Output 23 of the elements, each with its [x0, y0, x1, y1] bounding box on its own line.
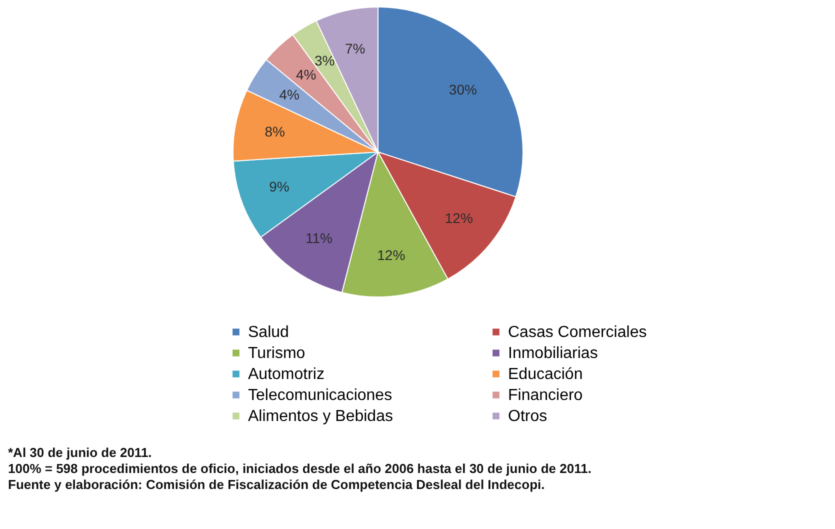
- legend-label: Salud: [248, 324, 289, 341]
- legend-label: Casas Comerciales: [508, 324, 647, 341]
- legend-label: Otros: [508, 408, 548, 425]
- source-note: Fuente y elaboración: Comisión de Fiscalización de Competencia Desleal del Indecopi.: [8, 477, 546, 493]
- data-label: 3%: [314, 52, 335, 69]
- legend-label: Educación: [508, 366, 583, 383]
- legend-label: Automotriz: [248, 366, 324, 383]
- legend-label: Financiero: [508, 387, 583, 404]
- legend-label: Telecomunicaciones: [248, 387, 392, 404]
- legend-label: Inmobiliarias: [508, 345, 598, 362]
- text: 100% = 598 procedimientos de oficio, iniciados desde el año 2006 hasta el 30 de junio de 2011.: [8, 461, 592, 477]
- data-label: 9%: [269, 178, 290, 195]
- legend-label: Alimentos y Bebidas: [248, 408, 393, 425]
- data-label: 11%: [305, 230, 332, 246]
- data-label: 12%: [444, 210, 473, 226]
- data-label: 8%: [264, 123, 285, 140]
- data-label: 7%: [344, 40, 366, 57]
- text: *Al 30 de junio de 2011.: [8, 445, 153, 461]
- data-label: 12%: [377, 247, 406, 264]
- data-label: 4%: [296, 66, 316, 82]
- data-label: 30%: [448, 81, 477, 98]
- data-label: 4%: [279, 86, 300, 103]
- legend-label: Turismo: [248, 345, 306, 362]
